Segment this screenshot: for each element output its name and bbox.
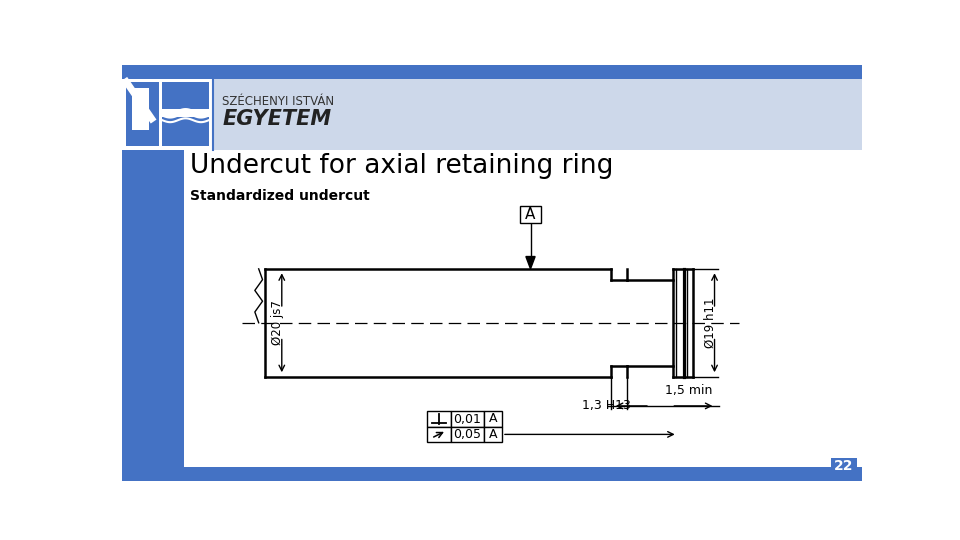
Text: A: A	[489, 413, 497, 426]
Bar	[162, 82, 208, 109]
Bar	[484, 411, 502, 427]
Text: SZÉCHENYI ISTVÁN: SZÉCHENYI ISTVÁN	[223, 95, 335, 108]
Text: 0,05: 0,05	[453, 428, 481, 441]
Bar	[123, 79, 213, 150]
Text: 0,01: 0,01	[453, 413, 481, 426]
Bar	[127, 82, 158, 146]
Bar	[123, 150, 184, 481]
Bar	[162, 117, 208, 146]
Text: Undercut for axial retaining ring: Undercut for axial retaining ring	[190, 153, 613, 179]
Bar	[451, 427, 484, 442]
Bar	[123, 467, 861, 481]
Text: Ø20 js7: Ø20 js7	[272, 300, 284, 345]
Polygon shape	[526, 256, 535, 269]
Bar	[213, 79, 861, 150]
Text: Standardized undercut: Standardized undercut	[190, 188, 370, 202]
Text: 1,5 min: 1,5 min	[664, 383, 712, 397]
Text: EGYETEM: EGYETEM	[223, 109, 331, 129]
Bar	[426, 411, 451, 427]
Text: A: A	[525, 207, 536, 222]
Text: A: A	[489, 428, 497, 441]
Text: Ø19 h11: Ø19 h11	[705, 298, 717, 348]
Bar	[132, 88, 149, 130]
Bar	[426, 427, 451, 442]
Bar	[123, 65, 861, 79]
Bar	[519, 206, 541, 222]
Bar	[451, 411, 484, 427]
Text: 1,3 H13: 1,3 H13	[582, 400, 631, 413]
Text: 22: 22	[834, 459, 853, 473]
Bar	[830, 458, 857, 474]
Bar	[484, 427, 502, 442]
